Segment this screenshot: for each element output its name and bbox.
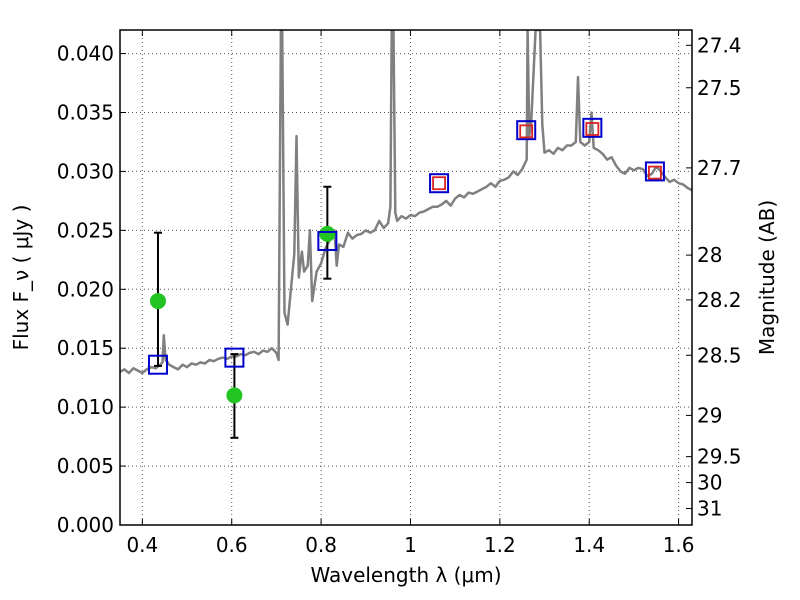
- y-tick-label: 0.040: [57, 42, 114, 66]
- plot-frame: [119, 29, 693, 526]
- y2-tick-label: 27.5: [697, 76, 742, 100]
- spectrum-line: [120, 30, 692, 375]
- x-tick-label: 1.6: [663, 533, 695, 557]
- y2-tick-label: 29: [697, 403, 722, 427]
- x-tick-label: 1.4: [573, 533, 605, 557]
- y2-tick-label: 28.5: [697, 343, 742, 367]
- x-tick-label: 0.8: [305, 533, 337, 557]
- x-tick-label: 1.2: [484, 533, 516, 557]
- x-tick-label: 1: [404, 533, 417, 557]
- model-point-red: [432, 176, 446, 191]
- y-tick-label: 0.015: [57, 336, 114, 360]
- y-tick-label: 0.010: [57, 395, 114, 419]
- model-point-red: [648, 165, 662, 180]
- axes: 0.4 0.6 0.8 1 1.2 1.4 1.6 0.000 0.005 0.010 0.015 0…: [57, 30, 742, 557]
- y-tick-label: 0.020: [57, 277, 114, 301]
- model-point-red: [519, 124, 534, 139]
- y2-axis-label: Magnitude (AB): [755, 200, 779, 355]
- model-point-blue: [429, 173, 450, 194]
- y2-tick-label: 31: [697, 497, 722, 521]
- grid-lines: [120, 30, 692, 526]
- x-axis-label: Wavelength λ (μm): [310, 563, 501, 587]
- y2-tick-label: 28: [697, 243, 722, 267]
- model-point-red: [585, 122, 600, 136]
- model-point-blue: [147, 354, 168, 375]
- y2-tick-label: 27.4: [697, 33, 742, 57]
- y-tick-label: 0.000: [57, 513, 114, 537]
- x-tick-label: 0.6: [216, 533, 248, 557]
- y2-tick-label: 27.7: [697, 156, 742, 180]
- model-point-blue: [644, 161, 665, 182]
- y-tick-label: 0.035: [57, 101, 114, 125]
- y-tick-label: 0.005: [57, 454, 114, 478]
- plot-data: [120, 30, 692, 439]
- y2-tick-label: 28.2: [697, 288, 742, 312]
- y2-tick-label: 29.5: [697, 445, 742, 469]
- observed-point: [319, 225, 336, 242]
- model-point-blue: [582, 117, 603, 138]
- y2-tick-label: 30: [697, 471, 722, 495]
- observed-point: [226, 387, 243, 404]
- model-point-blue: [224, 347, 245, 368]
- y-tick-label: 0.030: [57, 159, 114, 183]
- y-axis-label: Flux F_ν ( μJy ): [9, 205, 33, 351]
- model-point-blue: [317, 230, 338, 251]
- model-point-blue: [516, 120, 537, 141]
- observed-point: [149, 293, 166, 310]
- x-tick-label: 0.4: [126, 533, 158, 557]
- y-tick-label: 0.025: [57, 218, 114, 242]
